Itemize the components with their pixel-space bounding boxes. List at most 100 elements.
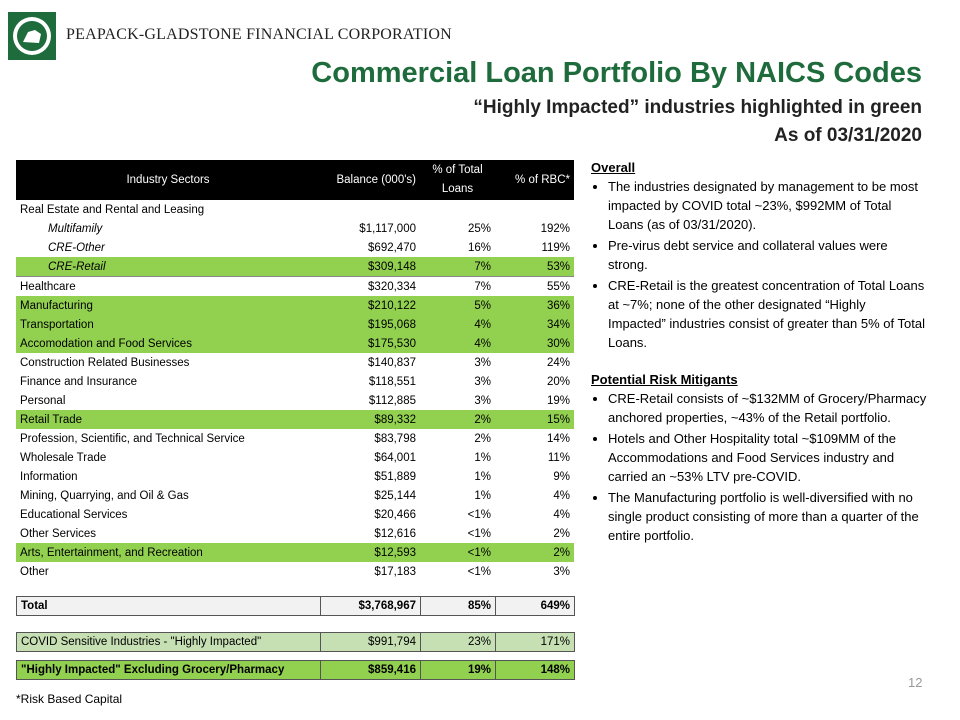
cell-value: $83,798	[374, 432, 416, 445]
cell-value: $1,117,000	[359, 222, 416, 235]
table-row: Personal $112,885 3% 19%	[16, 391, 574, 410]
cell-value: $195,068	[320, 315, 420, 334]
notes: Overall The industries designated by mana…	[591, 158, 927, 563]
cell-value: 5%	[420, 296, 495, 315]
cell-label: COVID Sensitive Industries - "Highly Imp…	[16, 632, 321, 652]
column-header: Balance (000's)	[320, 160, 420, 200]
table-row: Manufacturing $210,122 5% 36%	[16, 296, 574, 315]
cell-label: CRE-Retail	[16, 257, 320, 277]
cell-value: $51,889	[374, 470, 416, 483]
cell-label: Finance and Insurance	[20, 375, 137, 388]
cell-value: 15%	[495, 410, 574, 429]
cell-value: 3%	[474, 375, 491, 388]
table-row: Arts, Entertainment, and Recreation $12,5…	[16, 543, 574, 562]
cell-value: 16%	[467, 241, 491, 254]
cell-value: $89,332	[320, 410, 420, 429]
cell-value: 2%	[474, 432, 491, 445]
cell-value: 19%	[546, 394, 570, 407]
cell-value: 171%	[495, 632, 575, 652]
logo	[8, 12, 56, 60]
cell-value: 192%	[540, 222, 570, 235]
cell-value: 3%	[474, 394, 491, 407]
table-row: Wholesale Trade $64,001 1% 11%	[16, 448, 574, 467]
cell-label: Multifamily	[48, 222, 103, 235]
bullet: CRE-Retail consists of ~$132MM of Grocer…	[608, 389, 927, 427]
cell-label: Manufacturing	[16, 296, 320, 315]
cell-value: $210,122	[320, 296, 420, 315]
cell-value: 53%	[495, 257, 574, 277]
total-row: Total $3,768,967 85% 649%	[16, 596, 575, 616]
cell-value: $175,530	[320, 334, 420, 353]
column-header: % of Total Loans	[420, 160, 495, 200]
excluding-row: "Highly Impacted" Excluding Grocery/Phar…	[16, 660, 575, 680]
cell-value: $12,616	[374, 527, 416, 540]
covid-row: COVID Sensitive Industries - "Highly Imp…	[16, 632, 575, 652]
table-row: Construction Related Businesses $140,837 3…	[16, 353, 574, 372]
cell-label: Healthcare	[16, 276, 320, 296]
cell-value: 649%	[495, 596, 575, 616]
section-heading: Potential Risk Mitigants	[591, 372, 738, 387]
cell-value: 1%	[474, 470, 491, 483]
cell-value: 11%	[547, 451, 570, 464]
cell-label: Real Estate and Rental and Leasing	[20, 203, 205, 216]
section-heading: Overall	[591, 160, 636, 175]
cell-value: 2%	[553, 527, 570, 540]
page-number: 12	[908, 675, 923, 690]
company-name: PEAPACK-GLADSTONE FINANCIAL CORPORATION	[66, 26, 452, 43]
cell-label: Personal	[20, 394, 66, 407]
table-row: Educational Services $20,466 <1% 4%	[16, 505, 574, 524]
column-header: % of RBC*	[495, 160, 574, 200]
cell-value: 4%	[553, 489, 570, 502]
bullet: Hotels and Other Hospitality total ~$109…	[608, 429, 927, 486]
table-row: Retail Trade $89,332 2% 15%	[16, 410, 574, 429]
bullet: Pre-virus debt service and collateral va…	[608, 236, 927, 274]
cell-value: $859,416	[320, 660, 421, 680]
cell-value: 19%	[420, 660, 496, 680]
cell-value: 36%	[495, 296, 574, 315]
cell-value: 2%	[420, 410, 495, 429]
footnote: *Risk Based Capital	[16, 692, 123, 706]
cell-label: Other	[20, 565, 49, 578]
cell-value: $12,593	[320, 543, 420, 562]
table-row: CRE-Other $692,470 16% 119%	[16, 238, 574, 257]
table-row: Accomodation and Food Services $175,530 4%…	[16, 334, 574, 353]
cell-value: 148%	[495, 660, 575, 680]
cell-value: 34%	[495, 315, 574, 334]
bullet-list: CRE-Retail consists of ~$132MM of Grocer…	[591, 389, 927, 545]
cell-value: $64,001	[374, 451, 416, 464]
table-row: Multifamily $1,117,000 25% 192%	[16, 219, 574, 238]
cell-value: 4%	[420, 334, 495, 353]
cell-empty	[420, 200, 495, 219]
table-row: Other Services $12,616 <1% 2%	[16, 524, 574, 543]
cell-value: $25,144	[374, 489, 416, 502]
cell-value: <1%	[467, 527, 491, 540]
cell-value: $112,885	[368, 394, 416, 407]
cell-value: $991,794	[320, 632, 421, 652]
table-row: CRE-Retail $309,148 7% 53%	[16, 257, 574, 277]
table-row: Other $17,183 <1% 3%	[16, 562, 574, 581]
cell-value: $309,148	[320, 257, 420, 277]
cell-value: $17,183	[374, 565, 416, 578]
cell-value: 7%	[420, 257, 495, 277]
table-row: Information $51,889 1% 9%	[16, 467, 574, 486]
cell-value: $3,768,967	[320, 596, 421, 616]
cell-value: 24%	[546, 356, 570, 369]
cell-value: $20,466	[374, 508, 416, 521]
cell-value: 85%	[420, 596, 496, 616]
bullet: The industries designated by management …	[608, 177, 927, 234]
cell-value: 2%	[495, 543, 574, 562]
cell-value: 23%	[420, 632, 496, 652]
cell-value: 3%	[474, 356, 491, 369]
cell-empty	[495, 200, 574, 219]
cell-label: Accomodation and Food Services	[16, 334, 320, 353]
cell-value: 7%	[420, 276, 495, 296]
cell-label: "Highly Impacted" Excluding Grocery/Phar…	[16, 660, 321, 680]
cell-value: 55%	[495, 276, 574, 296]
cell-value: 9%	[553, 470, 570, 483]
table-row: Finance and Insurance $118,551 3% 20%	[16, 372, 574, 391]
cell-value: $140,837	[368, 356, 416, 369]
cell-label: Construction Related Businesses	[20, 356, 190, 369]
title: Commercial Loan Portfolio By NAICS Codes	[311, 57, 922, 89]
cell-value: 1%	[474, 489, 491, 502]
